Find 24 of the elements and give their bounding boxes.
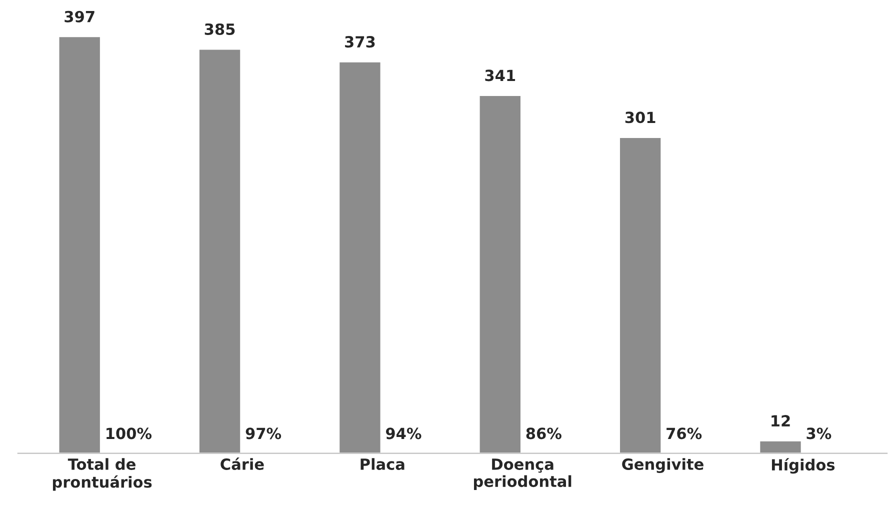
data-label: 301	[625, 112, 656, 124]
annotation: 86%	[526, 428, 562, 440]
annotation: 100%	[106, 428, 152, 440]
x-tick-label: Gengivite	[622, 458, 704, 474]
annotation: 97%	[246, 428, 282, 440]
x-tick-label: Cárie	[220, 458, 264, 470]
data-label: 12	[772, 415, 790, 426]
bar	[58, 36, 102, 454]
bar	[198, 48, 242, 454]
annotation: 3%	[806, 428, 832, 440]
annotation: 76%	[666, 428, 702, 440]
x-tick-label: Placa	[360, 458, 404, 470]
data-label: 397	[64, 10, 94, 22]
bar	[478, 94, 522, 454]
data-label: 373	[345, 36, 375, 48]
x-tick-label: Hígidos	[772, 458, 835, 474]
x-tick-label: Total de prontuários	[52, 458, 152, 491]
data-label: 341	[485, 70, 516, 82]
bar	[338, 60, 382, 454]
annotation: 94%	[386, 428, 422, 440]
bar	[618, 136, 662, 454]
data-label: 385	[204, 23, 235, 35]
bar	[758, 440, 802, 454]
x-tick-label: Doença periodontal	[474, 458, 572, 490]
